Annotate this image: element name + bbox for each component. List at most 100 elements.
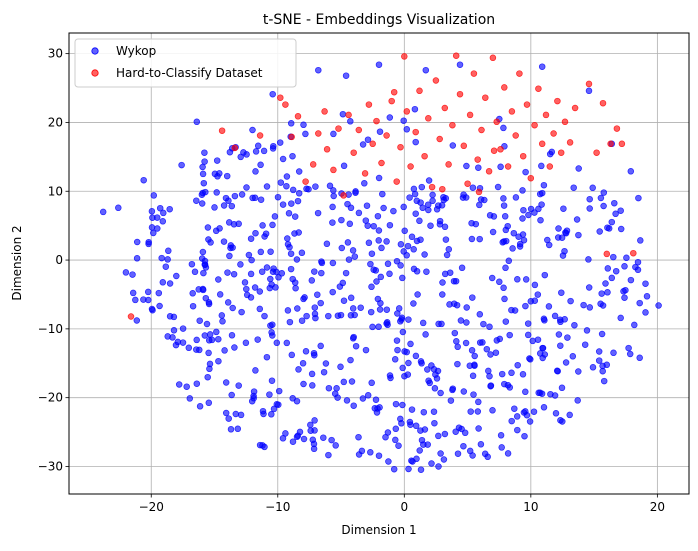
- point-hard-to-classify-dataset: [373, 117, 380, 125]
- point-wykop: [259, 222, 266, 229]
- point-wykop: [586, 205, 593, 212]
- point-wykop: [376, 306, 384, 313]
- point-wykop: [437, 450, 444, 457]
- point-wykop: [451, 329, 459, 337]
- point-wykop: [257, 248, 265, 256]
- point-wykop: [193, 118, 201, 126]
- point-hard-to-classify-dataset: [390, 88, 398, 96]
- point-wykop: [198, 255, 206, 262]
- point-wykop: [375, 227, 383, 234]
- point-wykop: [496, 335, 504, 343]
- point-wykop: [248, 397, 256, 405]
- point-wykop: [461, 429, 469, 437]
- point-wykop: [394, 346, 401, 354]
- point-wykop: [193, 197, 200, 204]
- point-hard-to-classify-dataset: [566, 139, 574, 146]
- point-wykop: [401, 227, 408, 235]
- point-wykop: [205, 236, 212, 243]
- point-wykop: [387, 374, 394, 382]
- point-wykop: [623, 254, 630, 262]
- point-wykop: [179, 339, 187, 346]
- point-wykop: [545, 241, 553, 249]
- point-wykop: [308, 370, 316, 378]
- point-wykop: [643, 293, 651, 300]
- point-wykop: [371, 405, 379, 412]
- point-wykop: [339, 279, 347, 287]
- point-wykop: [416, 447, 423, 454]
- point-wykop: [504, 450, 512, 457]
- point-wykop: [294, 305, 301, 312]
- point-wykop: [215, 357, 222, 365]
- point-wykop: [500, 124, 507, 132]
- point-wykop: [484, 453, 491, 461]
- point-wykop: [325, 384, 333, 392]
- point-wykop: [575, 368, 582, 375]
- point-wykop: [287, 250, 295, 257]
- point-wykop: [380, 204, 387, 212]
- point-wykop: [539, 344, 547, 352]
- point-wykop: [424, 366, 431, 373]
- point-hard-to-classify-dataset: [309, 161, 317, 168]
- point-wykop: [363, 202, 371, 209]
- point-wykop: [551, 392, 559, 399]
- point-wykop: [435, 432, 442, 440]
- point-wykop: [298, 317, 306, 324]
- point-wykop: [245, 251, 253, 259]
- point-wykop: [358, 447, 366, 455]
- point-wykop: [383, 306, 391, 313]
- point-wykop: [323, 240, 331, 248]
- point-wykop: [317, 342, 324, 350]
- point-wykop: [505, 257, 513, 265]
- point-wykop: [322, 360, 330, 367]
- point-wykop: [275, 387, 283, 395]
- point-wykop: [291, 213, 299, 220]
- point-wykop: [206, 331, 214, 338]
- point-wykop: [351, 253, 359, 260]
- point-wykop: [397, 415, 404, 423]
- point-wykop: [399, 364, 406, 372]
- point-wykop: [215, 335, 222, 343]
- point-wykop: [220, 238, 228, 245]
- point-wykop: [586, 304, 594, 311]
- point-wykop: [283, 173, 291, 180]
- point-wykop: [140, 176, 147, 184]
- point-wykop: [546, 150, 554, 158]
- point-wykop: [282, 430, 289, 437]
- point-wykop: [148, 224, 156, 231]
- point-wykop: [489, 228, 497, 236]
- point-wykop: [314, 291, 321, 298]
- point-wykop: [205, 349, 212, 357]
- point-wykop: [580, 301, 587, 309]
- point-wykop: [191, 268, 199, 276]
- point-wykop: [560, 205, 567, 212]
- point-wykop: [166, 205, 173, 213]
- legend-marker-hard-to-classify: [91, 69, 99, 77]
- point-wykop: [308, 277, 316, 284]
- point-wykop: [325, 312, 332, 320]
- point-wykop: [412, 352, 420, 360]
- point-hard-to-classify-dataset: [428, 183, 436, 191]
- point-hard-to-classify-dataset: [546, 163, 554, 170]
- point-wykop: [173, 272, 180, 280]
- point-wykop: [405, 359, 412, 367]
- point-wykop: [531, 281, 539, 289]
- point-wykop: [510, 229, 518, 237]
- x-tick-label: 20: [650, 500, 665, 514]
- point-wykop: [238, 308, 245, 316]
- point-wykop: [204, 373, 211, 381]
- point-wykop: [196, 317, 203, 324]
- point-wykop: [284, 307, 292, 314]
- point-wykop: [500, 202, 508, 209]
- point-wykop: [361, 180, 368, 187]
- point-hard-to-classify-dataset: [482, 94, 489, 101]
- point-wykop: [201, 332, 209, 339]
- point-wykop: [604, 224, 611, 231]
- point-wykop: [268, 377, 276, 384]
- point-wykop: [537, 216, 544, 224]
- point-wykop: [252, 168, 259, 175]
- point-wykop: [567, 297, 574, 305]
- point-wykop: [452, 277, 460, 285]
- point-wykop: [469, 184, 477, 191]
- legend: Wykop Hard-to-Classify Dataset: [74, 38, 297, 88]
